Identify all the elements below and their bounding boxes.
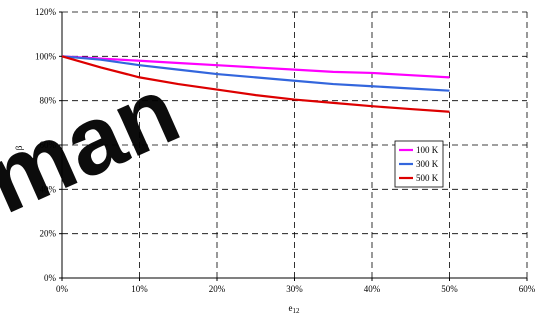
series-line (61, 55, 450, 113)
x-tick-label: 60% (519, 284, 536, 294)
x-axis-label: e12 (289, 303, 301, 315)
x-axis-label-main: e (289, 303, 293, 313)
x-tick-label: 50% (441, 284, 458, 294)
y-tick-label: 60% (40, 140, 57, 150)
x-tick-label: 10% (131, 284, 148, 294)
x-axis-label-subscript: 12 (293, 307, 301, 315)
watermark: man (0, 56, 194, 234)
x-tick-label: 40% (364, 284, 381, 294)
y-tick-label: 20% (40, 229, 57, 239)
y-tick-label: 0% (44, 273, 57, 283)
tick-labels: 0% 10% 20% 30% 40% 50% 60% 0% 20% 40% 60% 80% 100% 12… (35, 7, 536, 294)
y-tick-label: 120% (35, 7, 57, 17)
series-line (61, 55, 450, 92)
legend: 100 K 300 K 500 K (394, 140, 444, 188)
x-tick-label: 0% (56, 284, 69, 294)
series-layer (61, 55, 450, 113)
grid (59, 11, 528, 281)
legend-label: 300 K (416, 159, 439, 169)
y-tick-label: 100% (35, 51, 57, 61)
legend-label: 100 K (416, 145, 439, 155)
y-axis-label: β (14, 145, 24, 150)
series-line (61, 55, 450, 79)
y-tick-label: 40% (40, 184, 57, 194)
legend-label: 500 K (416, 173, 439, 183)
x-tick-label: 30% (286, 284, 303, 294)
y-tick-label: 80% (40, 96, 57, 106)
x-tick-label: 20% (209, 284, 226, 294)
